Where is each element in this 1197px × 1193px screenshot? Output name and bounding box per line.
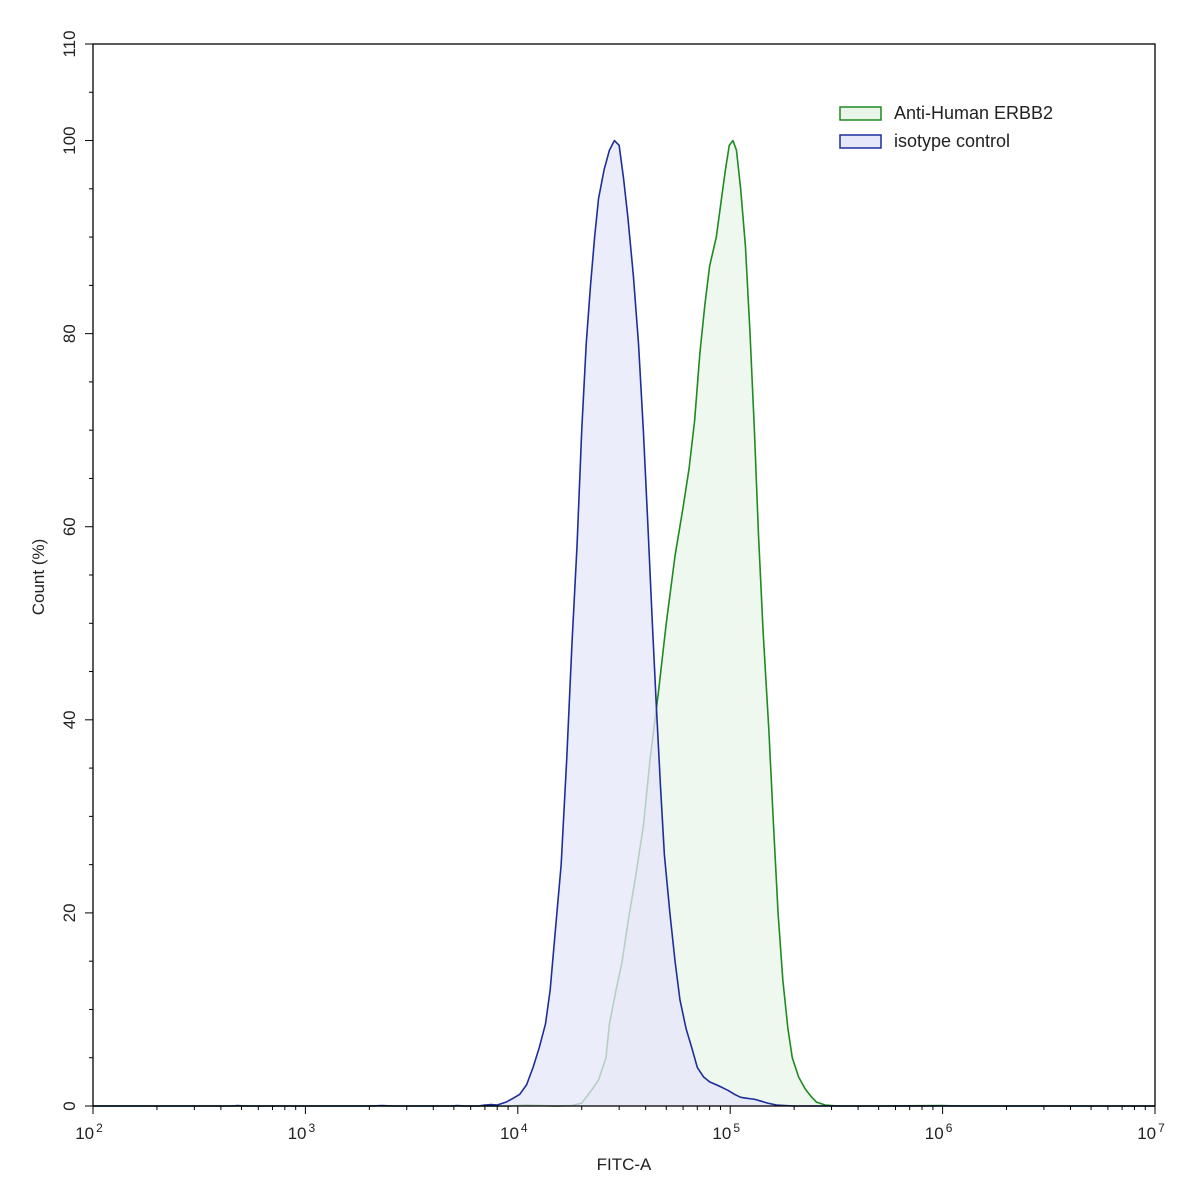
- series-1-area: [93, 140, 1155, 1107]
- x-tick-label: 10 3: [288, 1121, 316, 1143]
- x-tick-label: 10 6: [925, 1121, 953, 1143]
- x-tick-label: 10 5: [712, 1121, 740, 1143]
- axis-ticks-layer: [85, 43, 1156, 1114]
- legend: Anti-Human ERBB2 isotype control: [839, 103, 1053, 151]
- x-tick-label: 10 7: [1137, 1121, 1165, 1143]
- plot-series-layer: [93, 139, 1155, 1107]
- legend-label: Anti-Human ERBB2: [894, 103, 1053, 123]
- y-axis-title: Count (%): [29, 539, 48, 616]
- x-tick-label: 10 2: [75, 1121, 103, 1143]
- y-tick-label: 40: [60, 710, 79, 729]
- y-tick-label: 0: [60, 1101, 79, 1110]
- y-tick-label: 110: [60, 30, 79, 57]
- axis-labels-layer: 10 2 10 3 10 4 10 5 10 6 10 7 0 20 40 60 80 100 110: [60, 30, 1165, 1143]
- legend-label: isotype control: [894, 131, 1010, 151]
- x-axis-title: FITC-A: [597, 1155, 652, 1174]
- y-tick-label: 60: [60, 517, 79, 536]
- series-1-line: [93, 139, 1155, 1107]
- legend-swatch: [839, 134, 882, 149]
- y-tick-label: 20: [60, 903, 79, 922]
- y-tick-label: 80: [60, 324, 79, 343]
- legend-swatch: [839, 106, 882, 121]
- y-tick-label: 100: [60, 126, 79, 154]
- x-tick-label: 10 4: [500, 1121, 528, 1143]
